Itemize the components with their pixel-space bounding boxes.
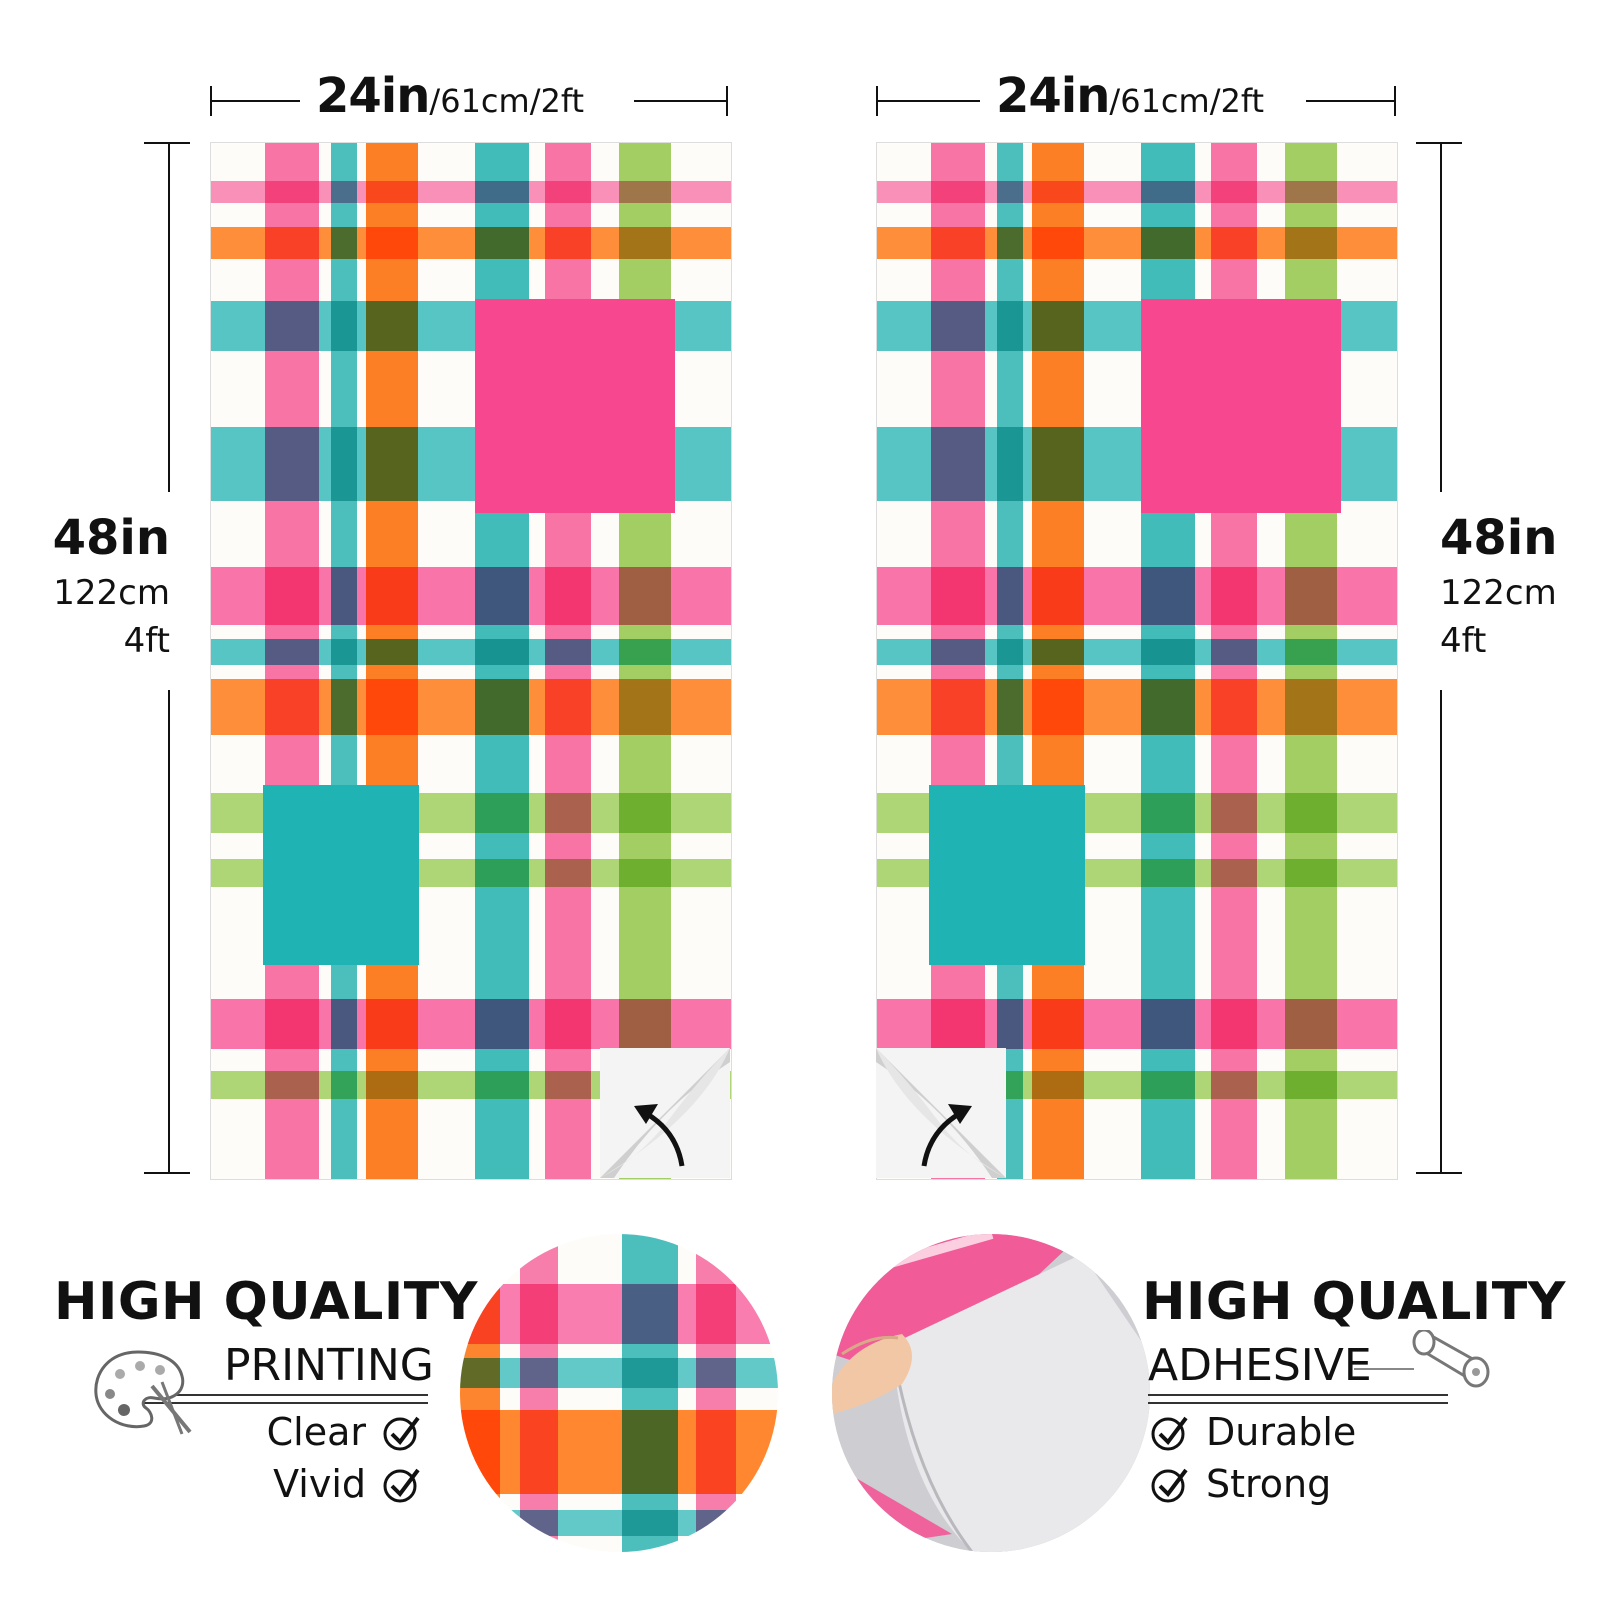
height-cm: 122cm: [53, 573, 170, 613]
peel-arrow-icon: [876, 1048, 1006, 1178]
height-dimension-line: [1440, 690, 1442, 1174]
feature-label: Strong: [1206, 1462, 1332, 1506]
adhesive-quality-title: HIGH QUALITY: [1142, 1272, 1566, 1332]
adhesive-closeup-circle: [832, 1234, 1150, 1552]
height-cm: 122cm: [1440, 573, 1557, 613]
width-inches: 24in: [316, 68, 430, 124]
height-dimension-line: [168, 142, 170, 492]
width-metric: /61cm/2ft: [429, 82, 585, 120]
height-dimension-tick-bottom: [1416, 1172, 1462, 1174]
solid-color-block: [263, 785, 419, 965]
check-circle-icon: [383, 1468, 420, 1503]
check-circle-icon: [383, 1416, 420, 1451]
solid-color-block: [929, 785, 1085, 965]
wallpaper-panel-right: [876, 142, 1398, 1180]
printing-quality-title: HIGH QUALITY: [54, 1272, 478, 1332]
height-dimension-tick-top: [1416, 142, 1462, 144]
plaid-vertical-stripe: [1032, 143, 1084, 1179]
width-inches: 24in: [996, 68, 1110, 124]
adhesive-quality-subtitle: ADHESIVE: [1148, 1340, 1372, 1391]
feature-label: Vivid: [273, 1462, 366, 1506]
width-metric: /61cm/2ft: [1109, 82, 1265, 120]
feature-label: Clear: [266, 1410, 366, 1454]
wallpaper-panel-left: [210, 142, 732, 1180]
paint-palette-icon: [90, 1346, 200, 1440]
peel-corner-left-panel: [600, 1048, 730, 1178]
peeled-backing-illustration: [832, 1234, 1150, 1552]
adhesive-leader-line: [1354, 1368, 1414, 1370]
feature-durable: Durable: [1150, 1410, 1356, 1454]
panel-height-label: 48in 122cm 4ft: [1440, 514, 1590, 658]
peel-corner-right-panel: [876, 1048, 1006, 1178]
feature-vivid: Vivid: [273, 1462, 422, 1506]
plaid-vertical-stripe: [460, 1234, 500, 1552]
panel-width-label: 24in/61cm/2ft: [316, 68, 584, 124]
width-dimension-line: [634, 100, 728, 102]
plaid-vertical-stripe: [331, 143, 357, 1179]
paper-roll-icon: [1408, 1328, 1498, 1404]
feature-label: Durable: [1206, 1410, 1357, 1454]
width-dimension-tick-right: [1394, 86, 1396, 116]
height-inches: 48in: [1440, 510, 1558, 566]
plaid-vertical-stripe: [931, 143, 985, 1179]
solid-color-block: [475, 299, 675, 513]
plaid-vertical-stripe: [696, 1234, 736, 1552]
printing-quality-subtitle: PRINTING: [224, 1340, 434, 1391]
height-dimension-tick-bottom: [144, 1172, 190, 1174]
check-circle-icon: [1151, 1468, 1188, 1503]
width-dimension-line: [210, 100, 300, 102]
peel-arrow-icon: [600, 1048, 730, 1178]
check-circle-icon: [1151, 1416, 1188, 1451]
adhesive-underline: [1148, 1402, 1448, 1404]
height-ft: 4ft: [123, 621, 170, 661]
plaid-vertical-stripe: [265, 143, 319, 1179]
plaid-vertical-stripe: [520, 1234, 558, 1552]
width-dimension-line: [876, 100, 980, 102]
panel-height-label: 48in 122cm 4ft: [52, 514, 170, 658]
panel-width-label: 24in/61cm/2ft: [996, 68, 1264, 124]
height-dimension-line: [168, 690, 170, 1174]
height-inches: 48in: [52, 510, 170, 566]
height-ft: 4ft: [1440, 621, 1487, 661]
plaid-vertical-stripe: [997, 143, 1023, 1179]
printing-underline: [138, 1394, 428, 1396]
width-dimension-line: [1306, 100, 1396, 102]
solid-color-block: [1141, 299, 1341, 513]
plaid-vertical-stripe: [366, 143, 418, 1179]
height-dimension-line: [1440, 142, 1442, 492]
print-closeup-circle: [460, 1234, 778, 1552]
adhesive-underline: [1148, 1394, 1448, 1396]
feature-clear: Clear: [267, 1410, 422, 1454]
feature-strong: Strong: [1150, 1462, 1331, 1506]
width-dimension-tick-right: [726, 86, 728, 116]
printing-underline: [138, 1402, 428, 1404]
plaid-vertical-stripe: [622, 1234, 678, 1552]
height-dimension-tick-top: [144, 142, 190, 144]
